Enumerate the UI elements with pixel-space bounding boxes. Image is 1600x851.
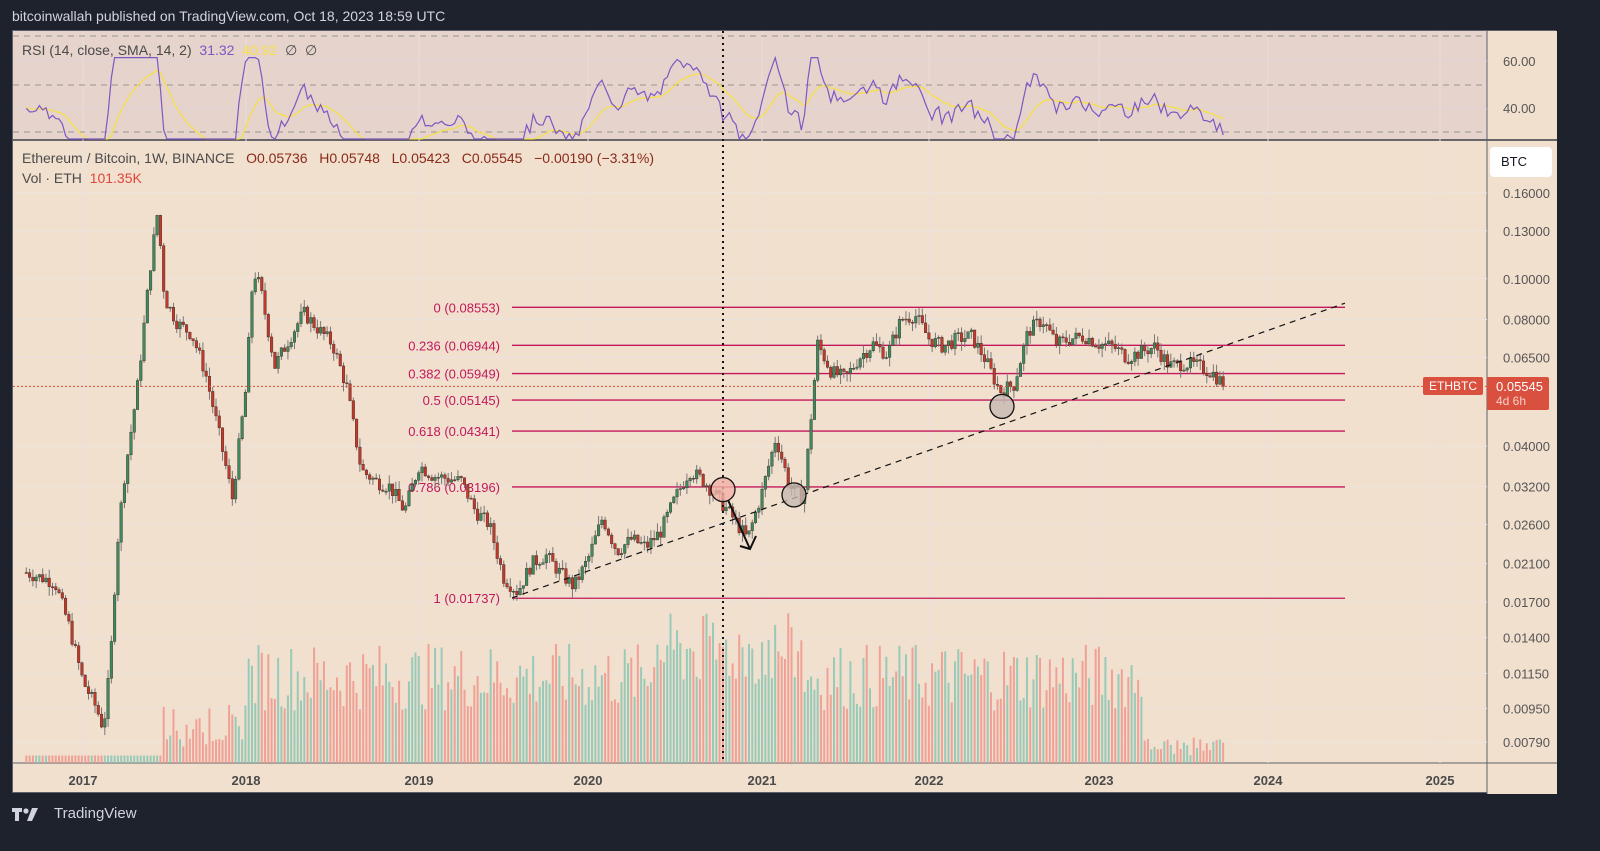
rsi-indicator <box>25 55 1224 141</box>
time-tick: 2025 <box>1426 773 1455 788</box>
fib-label: 0.618 (0.04341) <box>408 424 500 439</box>
price-tick: 0.03200 <box>1503 480 1550 495</box>
price-tick: 0.01150 <box>1503 666 1549 681</box>
last-price-tag: 0.05545 4d 6h <box>1487 377 1549 410</box>
ohlc-change: −0.00190 (−3.31%) <box>534 150 654 166</box>
ohlc-low: L0.05423 <box>391 150 451 166</box>
price-tick: 0.00950 <box>1503 701 1550 716</box>
published-header: bitcoinwallah published on TradingView.c… <box>12 8 446 24</box>
rsi-legend-label: RSI (14, close, SMA, 14, 2) <box>22 42 192 58</box>
price-tick: 0.02100 <box>1503 557 1550 572</box>
time-tick: 2021 <box>748 773 777 788</box>
time-tick: 2022 <box>915 773 944 788</box>
rsi-sma-value: 40.92 <box>242 42 278 58</box>
circle-annotation[interactable] <box>989 393 1015 420</box>
footer-brand: TradingView <box>12 805 137 822</box>
volume-label: Vol · ETH <box>22 170 82 186</box>
volume-legend: Vol · ETH 101.35K <box>22 170 142 186</box>
bar-countdown: 4d 6h <box>1496 394 1527 408</box>
volume-bars <box>25 613 1225 763</box>
ohlc-high: H0.05748 <box>319 150 380 166</box>
candlesticks <box>24 214 1225 736</box>
fib-label: 0.382 (0.05949) <box>408 367 500 382</box>
chart-panel[interactable]: 0.16000 0.13000 0.10000 0.08000 0.06500 0.040… <box>12 30 1557 794</box>
null-icon: ∅ <box>305 42 318 58</box>
fibonacci-retracement[interactable]: 0 (0.08553) 0.236 (0.06944) 0.382 (0.05949… <box>408 300 1345 606</box>
down-arrow-annotation[interactable] <box>727 499 757 551</box>
time-tick: 2023 <box>1085 773 1114 788</box>
price-tick: 0.16000 <box>1503 186 1550 201</box>
currency-button[interactable]: BTC <box>1490 147 1552 177</box>
time-tick: 2019 <box>405 773 434 788</box>
price-tick: 0.01400 <box>1503 631 1550 646</box>
price-tick: 0.08000 <box>1503 312 1550 327</box>
price-tick: 0.00790 <box>1503 735 1550 750</box>
circle-annotation[interactable] <box>710 476 736 503</box>
rsi-tick: 60.00 <box>1503 54 1536 69</box>
ohlc-close: C0.05545 <box>461 150 523 166</box>
chart-canvas[interactable]: 0.16000 0.13000 0.10000 0.08000 0.06500 0.040… <box>13 31 1557 794</box>
price-tick: 0.06500 <box>1503 350 1550 365</box>
fib-label: 1 (0.01737) <box>434 591 501 606</box>
rsi-value: 31.32 <box>199 42 235 58</box>
time-tick: 2017 <box>69 773 98 788</box>
null-icon: ∅ <box>285 42 298 58</box>
symbol-legend: Ethereum / Bitcoin, 1W, BINANCE O0.05736… <box>22 150 654 166</box>
last-price-value: 0.05545 <box>1496 379 1543 394</box>
circle-annotation[interactable] <box>781 482 807 508</box>
tradingview-logo-icon <box>12 807 38 821</box>
rsi-tick: 40.00 <box>1503 101 1536 116</box>
volume-value: 101.35K <box>89 170 142 186</box>
price-tick: 0.02600 <box>1503 518 1550 533</box>
fib-label: 0.5 (0.05145) <box>423 393 500 408</box>
brand-name: TradingView <box>54 805 137 822</box>
rsi-legend: RSI (14, close, SMA, 14, 2) 31.32 40.92 … <box>22 42 317 59</box>
price-tick: 0.13000 <box>1503 224 1550 239</box>
time-tick: 2024 <box>1254 773 1284 788</box>
fib-label: 0.236 (0.06944) <box>408 338 500 353</box>
symbol-price-tag: ETHBTC <box>1423 377 1483 395</box>
trendline[interactable] <box>511 302 1346 599</box>
price-tick: 0.04000 <box>1503 439 1550 454</box>
fib-label: 0.786 (0.03196) <box>408 480 500 495</box>
symbol-name: Ethereum / Bitcoin, 1W, BINANCE <box>22 150 235 166</box>
price-tick: 0.01700 <box>1503 595 1550 610</box>
time-tick: 2020 <box>574 773 603 788</box>
fib-label: 0 (0.08553) <box>434 300 501 315</box>
time-tick: 2018 <box>232 773 261 788</box>
price-tick: 0.10000 <box>1503 272 1550 287</box>
ohlc-open: O0.05736 <box>246 150 308 166</box>
